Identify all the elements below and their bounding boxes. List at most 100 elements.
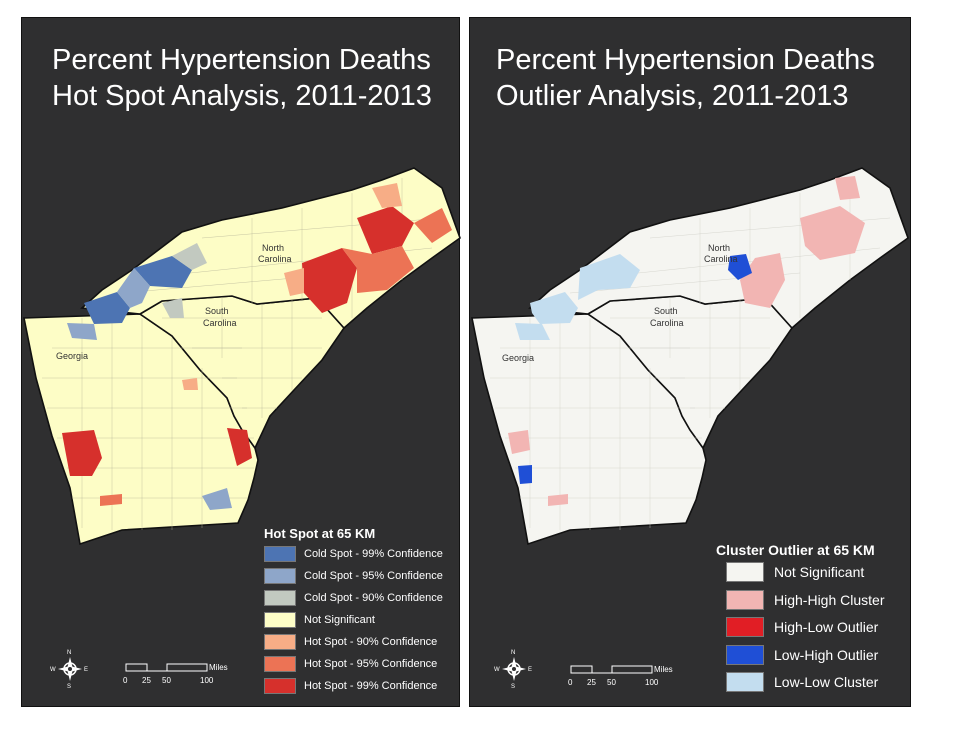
legend-swatch bbox=[264, 678, 296, 694]
cold-spot-95-region-3 bbox=[202, 488, 232, 510]
outlier-map: North Carolina South Carolina Georgia bbox=[471, 167, 909, 546]
svg-text:N: N bbox=[67, 650, 71, 656]
compass-rose-icon: N S E W bbox=[494, 650, 532, 688]
high-high-cluster-region bbox=[800, 206, 865, 260]
legend-swatch bbox=[726, 644, 764, 665]
hot-spot-95-region-3 bbox=[100, 494, 122, 506]
outlier-title-line1: Percent Hypertension Deaths bbox=[496, 44, 875, 76]
legend-item: Low-High Outlier bbox=[726, 644, 879, 665]
legend-label: Low-Low Cluster bbox=[774, 674, 879, 690]
legend-swatch bbox=[264, 612, 296, 628]
scale-tick-25: 25 bbox=[587, 678, 596, 687]
hot-spot-map-panel: Percent Hypertension Deaths Hot Spot Ana… bbox=[21, 17, 461, 707]
hot-spot-90-region-3 bbox=[182, 378, 198, 390]
scale-tick-50: 50 bbox=[162, 676, 171, 685]
legend-label: Not Significant bbox=[304, 614, 375, 626]
legend-label: Hot Spot - 95% Confidence bbox=[304, 658, 438, 670]
svg-text:E: E bbox=[84, 667, 88, 673]
legend-label: Cold Spot - 95% Confidence bbox=[304, 570, 443, 582]
outlier-title-line2: Outlier Analysis, 2011-2013 bbox=[496, 80, 849, 112]
scale-unit: Miles bbox=[654, 665, 673, 674]
hot-spot-90-region bbox=[284, 268, 304, 296]
svg-text:E: E bbox=[528, 667, 532, 673]
legend-swatch bbox=[726, 617, 764, 637]
outlier-map-title: Percent Hypertension Deaths Outlier Anal… bbox=[496, 42, 875, 114]
sc-label-line2: Carolina bbox=[203, 318, 237, 328]
low-low-cluster-region bbox=[578, 254, 640, 300]
legend-swatch bbox=[264, 590, 296, 606]
legend-label: High-High Cluster bbox=[774, 591, 885, 608]
hot-spot-99-region bbox=[302, 248, 357, 313]
cold-spot-95-region-2 bbox=[67, 323, 97, 340]
legend-label: Hot Spot - 90% Confidence bbox=[304, 636, 438, 648]
svg-text:S: S bbox=[511, 684, 515, 688]
high-high-cluster-region-3 bbox=[835, 176, 860, 200]
hot-spot-99-region-4 bbox=[227, 428, 252, 466]
scale-tick-100: 100 bbox=[200, 676, 214, 685]
legend-label: Hot Spot - 99% Confidence bbox=[304, 680, 438, 692]
compass-rose-icon: N S E W bbox=[50, 650, 88, 688]
svg-text:N: N bbox=[511, 650, 515, 656]
nc-label-line1: North bbox=[262, 243, 284, 253]
legend-label: High-Low Outlier bbox=[774, 619, 879, 635]
legend-item: Hot Spot - 90% Confidence bbox=[264, 634, 437, 650]
high-high-cluster-region-4 bbox=[508, 430, 530, 454]
scale-tick-0: 0 bbox=[123, 676, 128, 685]
svg-text:W: W bbox=[50, 667, 56, 673]
legend-item: High-High Cluster bbox=[726, 589, 885, 610]
ga-label: Georgia bbox=[502, 353, 534, 363]
scale-tick-0: 0 bbox=[568, 678, 573, 687]
legend-swatch bbox=[726, 672, 764, 692]
nc-label-line1: North bbox=[708, 243, 730, 253]
low-low-cluster-region-3 bbox=[515, 323, 550, 340]
legend-item: Cold Spot - 90% Confidence bbox=[264, 590, 443, 606]
hot-spot-legend-title: Hot Spot at 65 KM bbox=[264, 526, 376, 541]
hot-spot-map-title: Percent Hypertension Deaths Hot Spot Ana… bbox=[52, 42, 432, 114]
high-high-cluster-region-2 bbox=[740, 253, 785, 308]
legend-item: Not Significant bbox=[726, 562, 864, 582]
low-high-outlier-region-2 bbox=[518, 465, 532, 484]
cold-spot-99-region bbox=[84, 292, 130, 324]
legend-item: Cold Spot - 95% Confidence bbox=[264, 568, 443, 584]
cold-spot-95-region bbox=[117, 268, 150, 308]
low-low-cluster-region-2 bbox=[530, 292, 578, 324]
legend-swatch bbox=[726, 562, 764, 582]
hot-spot-95-region bbox=[342, 246, 414, 293]
nc-label-line2: Carolina bbox=[258, 254, 292, 264]
sc-label-line1: South bbox=[654, 306, 678, 316]
outlier-legend-title: Cluster Outlier at 65 KM bbox=[716, 542, 875, 558]
low-high-outlier-region bbox=[728, 254, 752, 280]
legend-item: Low-Low Cluster bbox=[726, 672, 878, 692]
hot-spot-99-region-3 bbox=[62, 430, 102, 476]
legend-label: Low-High Outlier bbox=[774, 646, 879, 663]
scale-tick-25: 25 bbox=[142, 676, 151, 685]
hot-spot-90-region-2 bbox=[372, 183, 402, 208]
legend-swatch bbox=[264, 546, 296, 562]
legend-label: Cold Spot - 99% Confidence bbox=[304, 548, 443, 560]
hot-spot-95-region-2 bbox=[414, 208, 452, 243]
hot-spot-99-region-2 bbox=[357, 206, 414, 254]
cold-spot-99-region-2 bbox=[134, 256, 192, 288]
nc-label-line2: Carolina bbox=[704, 254, 738, 264]
scale-tick-100: 100 bbox=[645, 678, 659, 687]
cold-spot-90-region-2 bbox=[162, 298, 184, 318]
scale-bar: Miles 0 25 50 100 bbox=[118, 662, 248, 692]
legend-swatch bbox=[726, 589, 764, 610]
sc-label-line2: Carolina bbox=[650, 318, 684, 328]
hot-spot-map: North Carolina South Carolina Georgia bbox=[23, 167, 461, 546]
legend-item: Hot Spot - 99% Confidence bbox=[264, 678, 437, 694]
county-lines bbox=[42, 178, 443, 530]
scale-bar: Miles 0 25 50 100 bbox=[563, 664, 693, 694]
legend-swatch bbox=[264, 568, 296, 584]
legend-label: Cold Spot - 90% Confidence bbox=[304, 592, 443, 604]
hot-spot-title-line1: Percent Hypertension Deaths bbox=[52, 44, 431, 76]
legend-label: Not Significant bbox=[774, 564, 865, 580]
legend-item: Not Significant bbox=[264, 612, 375, 628]
high-high-cluster-region-5 bbox=[548, 494, 568, 506]
legend-swatch bbox=[264, 634, 296, 650]
legend-item: Cold Spot - 99% Confidence bbox=[264, 546, 443, 562]
ga-label: Georgia bbox=[56, 351, 88, 361]
scale-tick-50: 50 bbox=[607, 678, 616, 687]
legend-swatch bbox=[264, 656, 296, 672]
legend-item: Hot Spot - 95% Confidence bbox=[264, 656, 437, 672]
